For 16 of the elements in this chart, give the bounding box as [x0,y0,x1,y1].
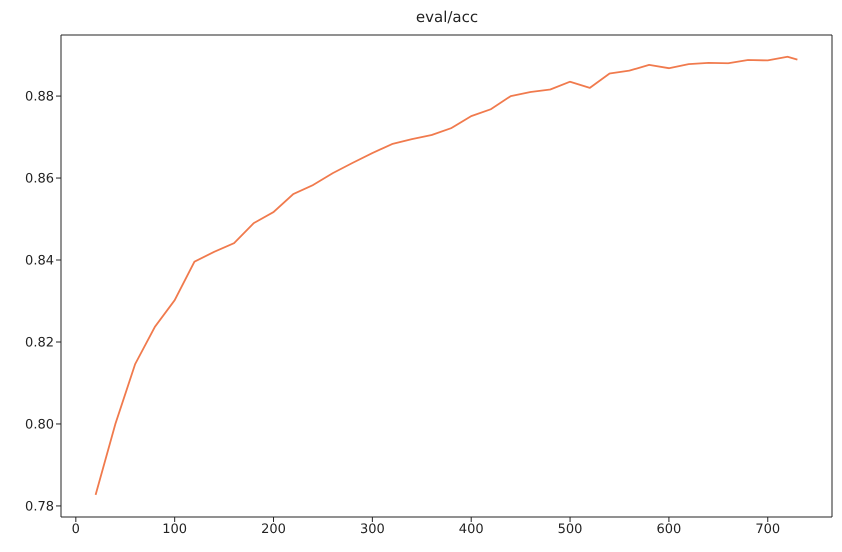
x-tick-label: 400 [458,522,484,538]
x-tick-label: 700 [755,522,780,538]
y-tick-label: 0.78 [25,500,54,515]
line-series [94,56,798,496]
x-tick-label: 200 [261,522,286,538]
x-tick-label: 600 [656,522,682,538]
x-tick-label: 0 [72,522,80,538]
x-tick-label: 300 [360,522,385,538]
chart-title: eval/acc [414,8,480,26]
y-tick-label: 0.86 [25,172,54,187]
y-tick-label: 0.80 [25,418,54,433]
y-tick-label: 0.84 [25,254,54,269]
x-tick-label: 100 [162,522,188,538]
y-tick-label: 0.82 [25,336,54,351]
x-tick-label: 500 [558,522,582,538]
y-tick-label: 0.88 [25,90,54,105]
